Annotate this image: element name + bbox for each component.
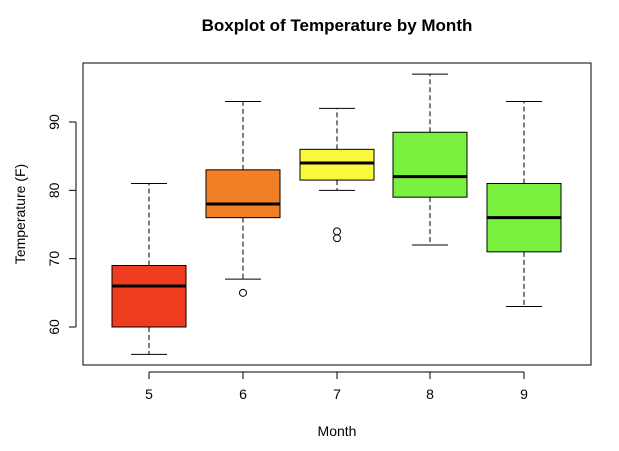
chart-title: Boxplot of Temperature by Month: [202, 16, 473, 35]
box-group-month-8: [392, 73, 468, 246]
y-tick-label: 60: [46, 319, 62, 335]
y-tick-label: 70: [46, 251, 62, 267]
box: [205, 169, 281, 219]
box: [392, 131, 468, 198]
axes: 60 70 80 90 5 6 7 8 9: [46, 114, 528, 402]
x-axis-label: Month: [318, 423, 357, 439]
y-tick-label: 90: [46, 114, 62, 130]
outlier-point: [333, 227, 341, 236]
box: [299, 148, 375, 181]
box-group-month-5: [111, 183, 187, 355]
plot-frame: [82, 62, 592, 366]
outlier-point: [239, 288, 247, 297]
box-group-month-9: [486, 101, 562, 307]
y-axis-label: Temperature (F): [12, 164, 28, 264]
x-tick-label: 8: [426, 386, 434, 402]
y-tick-label: 80: [46, 182, 62, 198]
box-group-month-7: [299, 107, 375, 243]
x-tick-label: 9: [520, 386, 528, 402]
plot-marks: [111, 73, 562, 355]
box-group-month-6: [205, 101, 281, 297]
box: [111, 265, 187, 328]
outlier-point: [333, 234, 341, 243]
x-tick-label: 7: [333, 386, 341, 402]
x-tick-label: 6: [239, 386, 247, 402]
x-tick-label: 5: [145, 386, 153, 402]
